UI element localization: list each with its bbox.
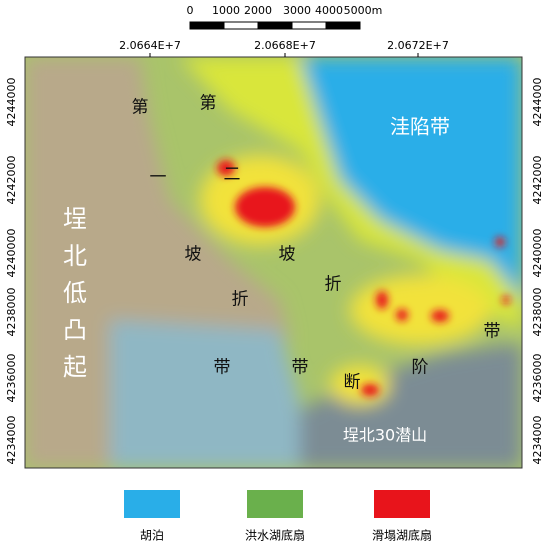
coordinate-ticks: 2.0664E+7 2.0668E+7 2.0672E+7 4244000 424400… (5, 39, 544, 465)
grey-blue-zone (110, 320, 300, 468)
y-tick-label-right: 4238000 (531, 288, 544, 337)
buried-hill-zone (300, 345, 522, 468)
y-tick-label-left: 4240000 (5, 229, 18, 278)
scale-segment (291, 21, 327, 30)
x-tick-label: 2.0668E+7 (254, 39, 316, 52)
zone-label: 阶 (412, 358, 429, 378)
area-label: 埕北30潜山 (343, 426, 427, 445)
y-tick-label-right: 4244000 (531, 78, 544, 127)
scale-bar: 0 1000 2000 3000 4000 5000m (187, 4, 383, 30)
uplift-label-char: 起 (63, 353, 87, 381)
y-tick-label-left: 4238000 (5, 288, 18, 337)
y-tick-label-left: 4234000 (5, 416, 18, 465)
uplift-label-char: 埕 (63, 205, 87, 233)
scale-label: 1000 (212, 4, 240, 17)
y-tick-label-right: 4242000 (531, 156, 544, 205)
scale-segment (189, 21, 225, 30)
zone-label: 带 (484, 322, 501, 342)
scale-segment (257, 21, 293, 30)
scale-label: 5000m (344, 4, 383, 17)
x-tick-label: 2.0672E+7 (387, 39, 449, 52)
zone-label: 带 (214, 358, 231, 378)
y-tick-label-left: 4236000 (5, 354, 18, 403)
zone-label: 折 (325, 275, 342, 295)
legend-label: 洪水湖底扇 (245, 528, 305, 543)
legend: 胡泊 洪水湖底扇 滑塌湖底扇 (124, 490, 432, 543)
area-label: 洼陷带 (390, 115, 450, 139)
lake-zone (300, 57, 522, 300)
x-tick-label: 2.0664E+7 (119, 39, 181, 52)
map-area (25, 57, 522, 468)
uplift-zone (25, 57, 290, 468)
y-tick-label-right: 4240000 (531, 229, 544, 278)
region-labels: 第第二一坡 坡折折带 带断阶带洼陷带埕北低凸起埕北30潜山 (63, 94, 501, 445)
y-tick-label-left: 4244000 (5, 78, 18, 127)
zone-label: 断 (344, 373, 361, 393)
zone-label: 坡 (185, 245, 202, 265)
zone-label: 坡 (279, 245, 296, 265)
y-tick-label-left: 4242000 (5, 156, 18, 205)
y-tick-label-right: 4236000 (531, 354, 544, 403)
zone-label: 二 (224, 165, 241, 185)
uplift-label-char: 凸 (63, 316, 87, 344)
legend-swatch (374, 490, 430, 518)
scale-label: 3000 (283, 4, 311, 17)
zone-label: 第 (132, 98, 149, 118)
zone-label: 第 (200, 94, 217, 114)
zone-label: 带 (292, 358, 309, 378)
scale-label: 4000 (315, 4, 343, 17)
map-frame (24, 56, 523, 469)
uplift-label-char: 低 (63, 279, 87, 307)
legend-swatch (124, 490, 180, 518)
scale-label: 2000 (244, 4, 272, 17)
zone-label: 一 (150, 168, 167, 188)
zone-label: 折 (232, 290, 249, 310)
y-tick-label-right: 4234000 (531, 416, 544, 465)
scale-segment (325, 21, 361, 30)
scale-label: 0 (187, 4, 194, 17)
legend-label: 胡泊 (140, 529, 164, 543)
uplift-label-char: 北 (63, 242, 87, 270)
legend-swatch (247, 490, 303, 518)
legend-label: 滑塌湖底扇 (372, 528, 432, 543)
scale-segment (223, 21, 259, 30)
slump-fans (217, 160, 510, 396)
